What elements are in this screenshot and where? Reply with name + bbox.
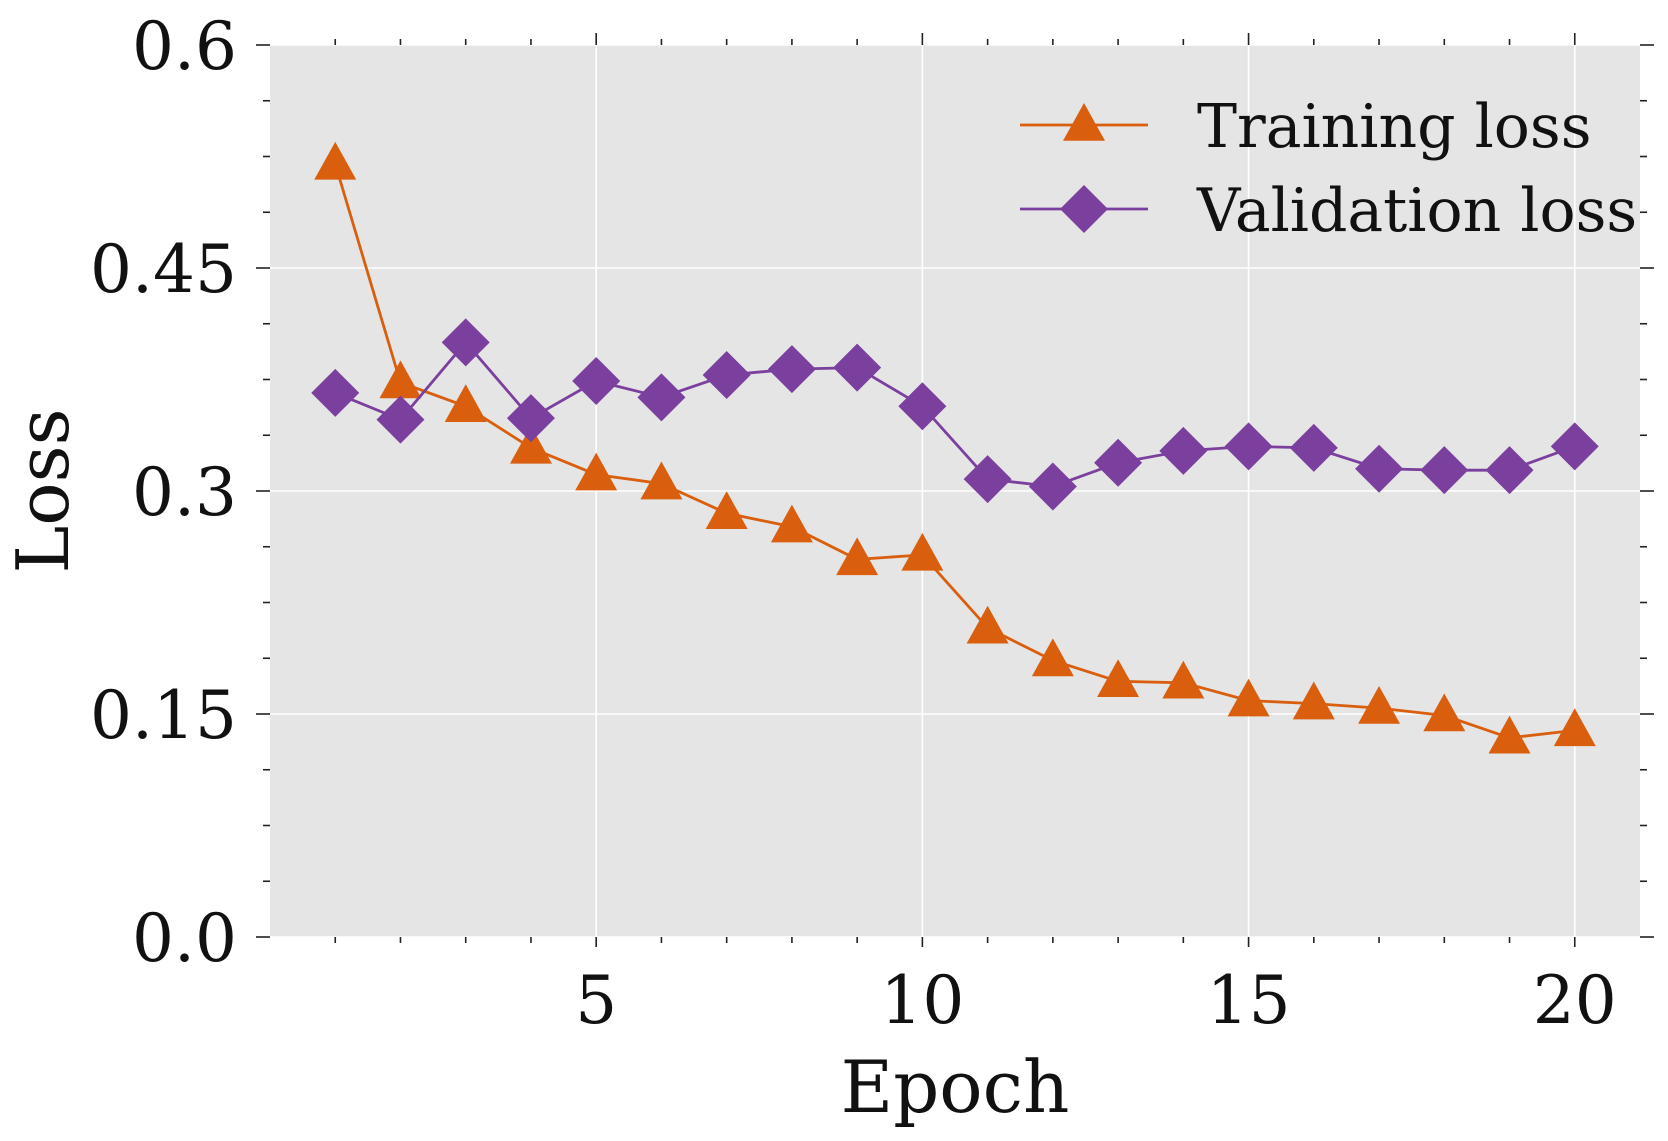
x-axis-title: Epoch	[841, 1045, 1070, 1129]
grid	[270, 44, 1640, 938]
data-point	[1289, 423, 1338, 472]
y-tick-label: 0.15	[90, 677, 237, 754]
data-point	[833, 343, 882, 392]
data-point	[444, 384, 487, 423]
data-point	[767, 345, 816, 394]
data-point	[836, 537, 879, 576]
data-point	[1553, 708, 1596, 747]
legend-marker	[1060, 185, 1108, 233]
data-point	[1094, 438, 1143, 487]
legend: Training loss Validation loss	[1020, 92, 1637, 246]
data-point	[1159, 426, 1208, 475]
data-point	[1355, 444, 1404, 493]
data-point	[637, 373, 686, 422]
x-tick-label: 20	[1533, 962, 1617, 1039]
y-axis-title: Loss	[1, 408, 85, 573]
data-point	[506, 394, 555, 443]
data-point	[702, 351, 751, 400]
data-point	[770, 504, 813, 543]
data-point	[1227, 678, 1270, 717]
x-tick-label: 10	[880, 962, 964, 1039]
legend-label: Validation loss	[1196, 176, 1637, 246]
y-tick-label: 0.0	[132, 900, 237, 977]
y-tick-label: 0.6	[132, 8, 237, 85]
data-point	[901, 532, 944, 571]
data-point	[311, 368, 360, 417]
series-validation-loss	[311, 318, 1599, 511]
data-point	[1423, 693, 1466, 732]
data-point	[314, 141, 357, 180]
y-tick-label: 0.3	[132, 454, 237, 531]
series	[311, 141, 1599, 754]
data-point	[1031, 638, 1074, 677]
data-point	[575, 452, 618, 491]
data-point	[1292, 681, 1335, 720]
x-tick-label: 5	[575, 962, 617, 1039]
data-point	[640, 461, 683, 500]
axis-ticks	[256, 33, 1654, 947]
data-point	[1358, 686, 1401, 724]
data-point	[966, 605, 1009, 644]
data-point	[572, 356, 621, 405]
data-point	[509, 425, 552, 464]
data-point	[1162, 660, 1205, 699]
data-point	[1028, 462, 1077, 511]
data-point	[441, 318, 490, 367]
data-point	[376, 395, 425, 444]
data-point	[1420, 446, 1469, 495]
data-point	[1224, 422, 1273, 471]
data-point	[705, 491, 748, 530]
data-point	[1488, 715, 1531, 754]
series-training-loss	[314, 141, 1596, 754]
data-point	[963, 455, 1012, 504]
data-point	[1485, 446, 1534, 495]
x-tick-label: 15	[1207, 962, 1291, 1039]
y-axis-tick-labels: 0.0 0.15 0.3 0.45 0.6	[90, 8, 237, 977]
data-point	[379, 360, 422, 399]
y-tick-label: 0.45	[90, 231, 237, 308]
data-point	[898, 382, 947, 431]
legend-marker	[1063, 102, 1105, 141]
x-axis-tick-labels: 5 10 15 20	[575, 962, 1617, 1039]
legend-label: Training loss	[1197, 92, 1592, 162]
data-point	[1097, 659, 1140, 698]
data-point	[1550, 422, 1599, 471]
